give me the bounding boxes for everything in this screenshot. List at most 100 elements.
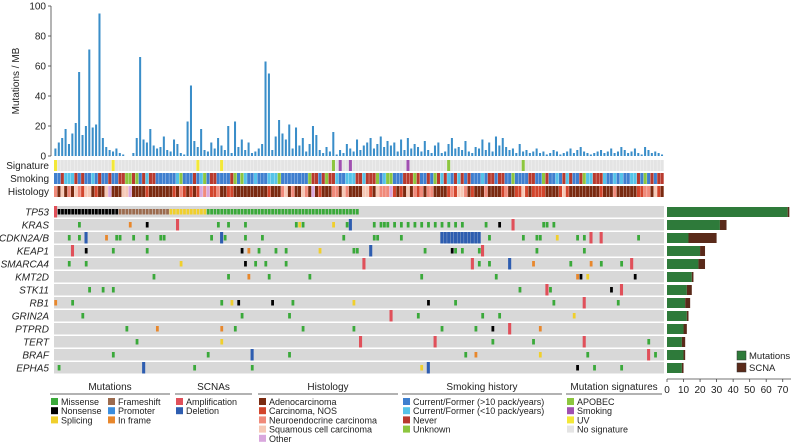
track-cell: [60, 160, 64, 171]
tmb-bar: [376, 144, 379, 156]
gene-mutation-cell: [220, 326, 224, 332]
legend-swatch: [259, 398, 266, 405]
tmb-bar: [484, 150, 487, 156]
gene-scna-cell: [70, 245, 75, 257]
track-cell: [230, 186, 234, 197]
track-cell: [70, 160, 75, 171]
track-cell: [603, 186, 607, 197]
tmb-bar: [345, 144, 348, 156]
track-cell: [470, 160, 474, 171]
track-cell: [606, 160, 610, 171]
gene-mutation-cell: [454, 300, 457, 306]
track-cell: [64, 186, 68, 197]
side-bar-scna: [698, 259, 706, 269]
side-bar-scna: [688, 233, 717, 243]
track-cell: [74, 160, 78, 171]
side-bar-mutations: [667, 350, 684, 360]
tmb-bar: [159, 147, 162, 156]
tmb-bar: [542, 151, 545, 156]
gene-mutation-cell: [61, 209, 64, 215]
track-cell: [277, 173, 281, 184]
tmb-bar: [447, 144, 450, 156]
tmb-bar: [118, 153, 121, 156]
gene-mutation-cell: [216, 222, 220, 228]
tmb-bar: [149, 129, 152, 156]
track-cell: [165, 160, 169, 171]
track-cell: [623, 173, 627, 184]
tmb-bar: [494, 136, 497, 156]
gene-mutation-cell: [521, 235, 525, 241]
legend-item-label: APOBEC: [577, 397, 615, 407]
gene-mutation-cell: [454, 248, 457, 254]
gene-scna-cell: [359, 336, 363, 348]
gene-mutation-cell: [227, 209, 230, 215]
track-cell: [531, 173, 535, 184]
track-cell: [169, 173, 173, 184]
tmb-bar: [637, 153, 640, 156]
gene-mutation-cell: [322, 209, 325, 215]
track-cell: [501, 173, 505, 184]
track-cell: [660, 186, 664, 197]
track-cell: [369, 173, 373, 184]
tmb-bar: [176, 144, 179, 156]
gene-mutation-cell: [84, 209, 88, 215]
track-cell: [298, 186, 302, 197]
track-cell: [121, 160, 125, 171]
gene-mutation-cell: [247, 274, 251, 280]
gene-mutation-cell: [298, 209, 302, 215]
gene-mutation-cell: [352, 209, 356, 215]
gene-mutation-cell: [576, 365, 579, 371]
gene-mutation-cell: [135, 209, 139, 215]
track-cell: [420, 160, 424, 171]
gene-mutation-cell: [118, 209, 122, 215]
gene-mutation-cell: [67, 209, 71, 215]
track-cell: [115, 173, 119, 184]
track-cell: [74, 186, 78, 197]
track-cell: [592, 173, 596, 184]
track-cell: [616, 186, 620, 197]
gene-mutation-cell: [233, 326, 237, 332]
track-cell: [247, 160, 251, 171]
track-cell: [535, 186, 539, 197]
gene-mutation-cell: [460, 222, 464, 228]
tmb-bar: [322, 153, 325, 156]
track-cell: [298, 173, 302, 184]
legend-swatch: [403, 398, 410, 405]
track-cell: [91, 160, 95, 171]
gene-mutation-cell: [111, 248, 115, 254]
track-cell: [355, 186, 359, 197]
track-cell: [108, 160, 112, 171]
gene-mutation-cell: [477, 261, 481, 267]
track-cell: [240, 186, 244, 197]
track-cell: [396, 173, 400, 184]
track-cell: [314, 186, 319, 197]
track-cell: [619, 160, 624, 171]
track-cell: [342, 186, 346, 197]
track-cell: [335, 160, 339, 171]
track-cell: [491, 173, 495, 184]
track-cell: [538, 186, 542, 197]
gene-scna-cell: [453, 232, 457, 244]
track-cell: [277, 160, 281, 171]
tmb-bar: [305, 151, 308, 156]
track-cell: [206, 160, 210, 171]
gene-mutation-cell: [416, 313, 420, 319]
tmb-bar: [566, 151, 569, 156]
gene-mutation-cell: [576, 235, 579, 241]
gene-mutation-cell: [135, 339, 139, 345]
track-cell: [406, 186, 410, 197]
tmb-bar: [332, 132, 335, 156]
gene-mutation-cell: [589, 261, 593, 267]
side-bar-scna: [685, 298, 691, 308]
track-cell: [609, 186, 613, 197]
track-cell: [545, 186, 549, 197]
track-cell: [552, 186, 556, 197]
legend-item-label: Promoter: [118, 406, 155, 416]
gene-mutation-cell: [98, 209, 102, 215]
gene-scna-cell: [470, 258, 474, 270]
track-cell: [413, 173, 417, 184]
track-cell: [67, 186, 71, 197]
tmb-bar: [196, 147, 199, 156]
gene-scna-cell: [464, 232, 468, 244]
gene-mutation-cell: [210, 235, 213, 241]
